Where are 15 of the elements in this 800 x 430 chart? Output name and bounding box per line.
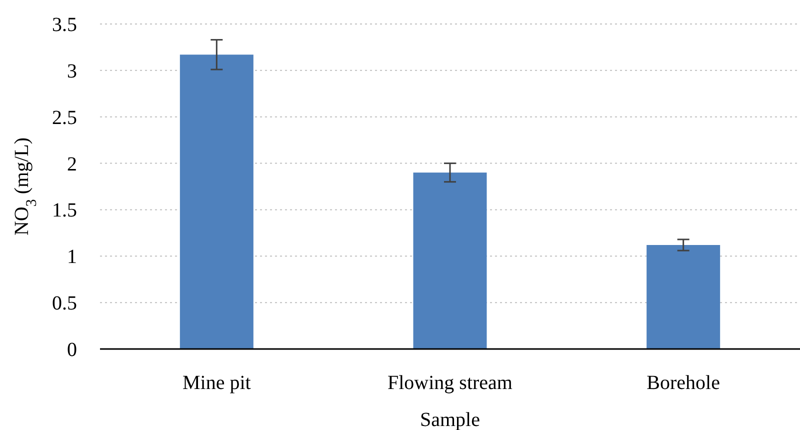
y-tick-label: 1.5 [52,200,77,222]
x-tick-label: Mine pit [182,372,252,394]
x-tick-label: Flowing stream [388,372,513,394]
y-tick-label: 2.5 [52,106,77,129]
x-tick-label: Borehole [646,372,720,394]
y-tick-label: 3.5 [52,14,77,36]
y-tick-label: 1 [67,246,77,268]
y-tick-label: 0.5 [52,292,77,315]
y-tick-label: 0 [67,339,77,361]
x-axis-title: Sample [420,409,480,430]
bar [180,54,254,349]
bar [646,245,720,349]
bar [413,172,487,349]
y-tick-label: 3 [67,60,77,82]
y-tick-label: 2 [67,153,77,176]
